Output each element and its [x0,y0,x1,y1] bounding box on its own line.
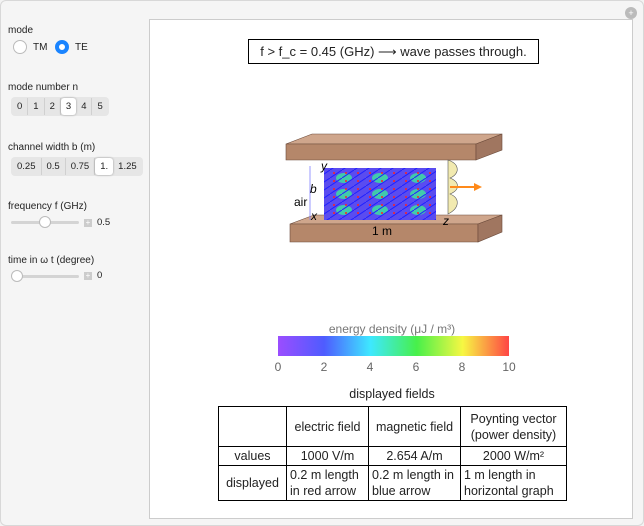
mode-number-4[interactable]: 4 [76,98,93,115]
b-label: b [310,182,317,196]
colorbar-tick: 6 [412,360,420,374]
channel-width-selector: 0.25 0.5 0.75 1. 1.25 [11,157,143,176]
top-plate-side [475,133,503,161]
top-plate-front [285,143,477,161]
radio-circle-icon [13,40,27,54]
colorbar-tick: 2 [320,360,328,374]
time-slider-knob[interactable] [11,270,23,282]
frequency-slider[interactable] [11,216,79,228]
radio-te[interactable]: TE [55,40,88,54]
table-title: displayed fields [349,387,435,401]
time-slider[interactable] [11,270,79,282]
channel-width-0.25[interactable]: 0.25 [12,158,42,175]
mode-number-2[interactable]: 2 [45,98,61,115]
length-label: 1 m [372,224,392,238]
colorbar-tick: 4 [366,360,374,374]
time-expand-icon[interactable]: + [84,271,92,280]
z-axis-label: z [442,214,449,228]
table-header [218,406,287,447]
channel-width-1[interactable]: 1. [95,158,114,175]
settings-gear-icon[interactable]: + [625,7,637,19]
poynting-arrowhead-icon [474,183,482,191]
frequency-expand-icon[interactable]: + [84,218,92,227]
radio-tm-label: TM [33,41,48,53]
colorbar-tick: 0 [274,360,282,374]
y-axis-label: y [320,159,328,173]
table-cell: 1 m length in horizontal graph [460,465,567,501]
table-header: electric field [286,406,369,447]
frequency-value: 0.5 [97,217,111,228]
mode-number-label: mode number n [8,82,79,93]
mode-number-3[interactable]: 3 [60,98,77,115]
frequency-slider-knob[interactable] [39,216,51,228]
table-cell: displayed [218,465,287,501]
colorbar-tick: 10 [502,360,516,374]
output-panel: f > f_c = 0.45 (GHz) ⟶ wave passes throu… [149,19,633,519]
x-axis-label: x [310,209,318,223]
top-plate-top [285,133,503,145]
table-cell: values [218,446,287,466]
channel-width-label: channel width b (m) [8,142,96,153]
fields-table: electric field magnetic field Poynting v… [218,406,567,501]
mode-number-selector: 0 1 2 3 4 5 [11,97,109,116]
air-label: air [294,195,307,209]
table-cell: 0.2 m length in blue arrow [368,465,461,501]
channel-width-0.75[interactable]: 0.75 [66,158,96,175]
table-cell: 1000 V/m [286,446,369,466]
table-cell: 2.654 A/m [368,446,461,466]
radio-tm[interactable]: TM [13,40,47,54]
time-label: time in ω t (degree) [8,255,95,266]
channel-width-0.5[interactable]: 0.5 [42,158,66,175]
table-header-row: electric field magnetic field Poynting v… [218,406,567,447]
colorbar-title: energy density (μJ / m³) [328,322,456,336]
mode-label: mode [8,25,34,36]
frequency-label: frequency f (GHz) [8,201,87,212]
cutoff-condition: f > f_c = 0.45 (GHz) ⟶ wave passes throu… [248,39,539,64]
table-header: Poynting vector (power density) [460,406,567,447]
table-cell: 2000 W/m² [460,446,567,466]
time-value: 0 [97,270,103,281]
radio-circle-selected-icon [55,40,69,54]
field-arrows [324,168,436,220]
mode-number-5[interactable]: 5 [97,101,103,112]
table-row: values 1000 V/m 2.654 A/m 2000 W/m² [218,446,567,466]
energy-colorbar [278,336,509,356]
table-row: displayed 0.2 m length in red arrow 0.2 … [218,465,567,501]
table-cell: 0.2 m length in red arrow [286,465,369,501]
waveguide-3d-plot: y b air x z 1 m [285,133,503,243]
mode-number-0[interactable]: 0 [12,98,29,115]
radio-te-label: TE [75,41,88,53]
bottom-plate-side [477,214,503,243]
table-header: magnetic field [368,406,461,447]
colorbar-tick: 8 [458,360,466,374]
channel-width-1.25[interactable]: 1.25 [118,161,137,172]
mode-number-1[interactable]: 1 [28,98,45,115]
